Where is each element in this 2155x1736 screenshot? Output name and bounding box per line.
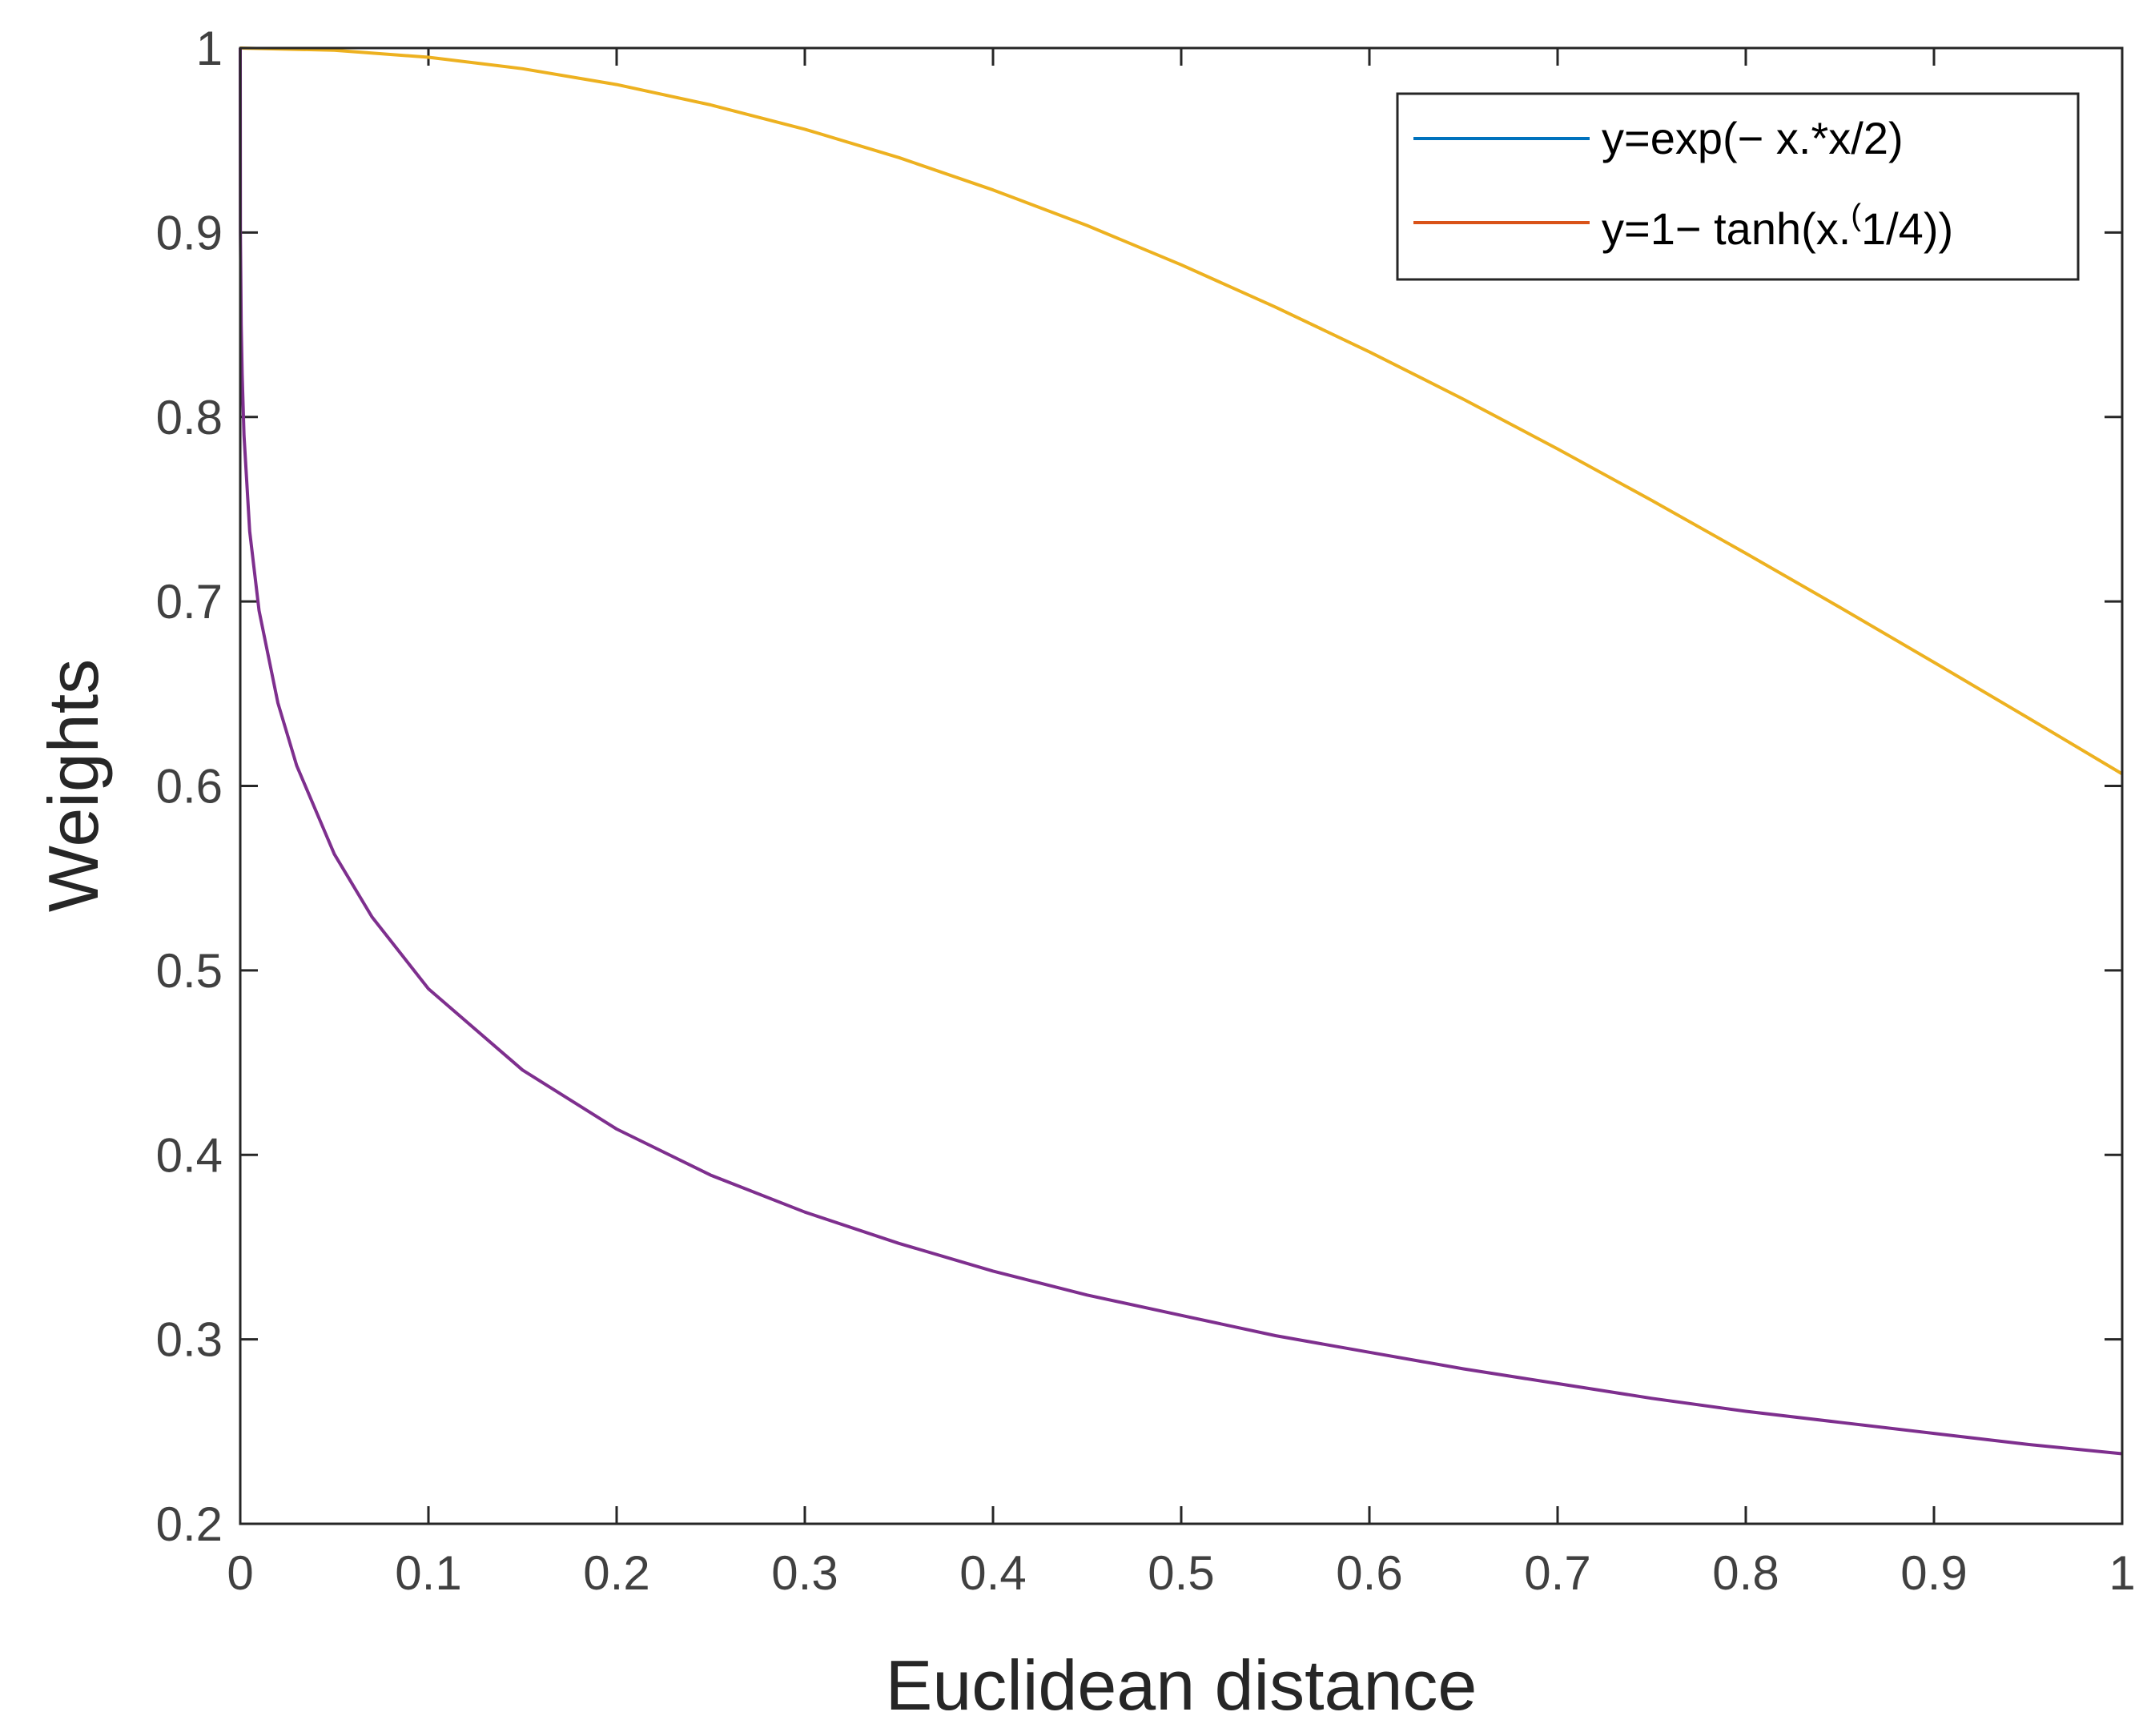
legend-label-tanh: y=1− tanh(x.(1/4)) — [1602, 199, 1953, 254]
y-axis-title: Weights — [34, 659, 113, 912]
x-tick-label: 0.3 — [771, 1546, 838, 1600]
x-tick-label: 0.7 — [1524, 1546, 1590, 1600]
x-tick-label: 0.8 — [1712, 1546, 1779, 1600]
legend-label-tanh-suffix: 1/4)) — [1861, 203, 1953, 254]
x-tick-label: 0 — [227, 1546, 253, 1600]
legend-label-tanh-main: y=1− tanh(x. — [1602, 203, 1851, 254]
x-tick-label: 1 — [2109, 1546, 2135, 1600]
y-tick-label: 0.8 — [156, 391, 223, 444]
x-tick-label: 0.9 — [1900, 1546, 1967, 1600]
series-line-tanh — [239, 47, 2123, 1456]
x-tick-label: 0.4 — [959, 1546, 1026, 1600]
legend-box — [1396, 92, 2080, 281]
legend-label-tanh-superscript: ( — [1851, 199, 1861, 232]
y-tick-label: 0.2 — [156, 1497, 223, 1551]
y-tick-label: 0.3 — [156, 1313, 223, 1367]
y-tick-label: 0.5 — [156, 944, 223, 998]
x-tick-label: 0.2 — [583, 1546, 649, 1600]
x-axis-title: Euclidean distance — [886, 1646, 1478, 1725]
y-tick-label: 0.9 — [156, 206, 223, 259]
legend-label-exp: y=exp(− x.*x/2) — [1602, 113, 1904, 163]
y-tick-label: 0.4 — [156, 1128, 223, 1182]
x-tick-label: 0.6 — [1336, 1546, 1402, 1600]
series-line-exp — [239, 46, 2124, 776]
x-tick-label: 0.5 — [1148, 1546, 1214, 1600]
tick-labels: 0 0.1 0.2 0.3 0.4 0.5 0.6 0.7 0.8 0.9 1 0.2 0.3 0.4 0.… — [156, 22, 2136, 1600]
plot-frame — [239, 46, 2124, 1525]
y-tick-label: 0.7 — [156, 575, 223, 629]
y-tick-label: 0.6 — [156, 760, 223, 814]
legend: y=exp(− x.*x/2) y=1− tanh(x.(1/4)) — [1396, 92, 2080, 281]
y-tick-label: 1 — [196, 22, 223, 75]
plot-area — [240, 48, 2122, 1524]
x-tick-label: 0.1 — [395, 1546, 461, 1600]
series-lines — [239, 46, 2124, 1456]
